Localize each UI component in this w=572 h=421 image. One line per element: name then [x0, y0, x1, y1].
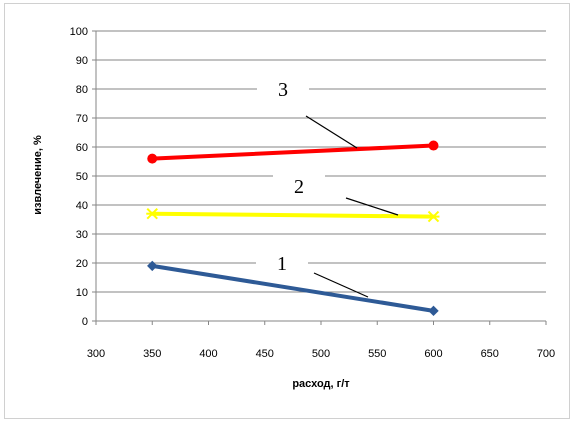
data-point-series-2 — [427, 210, 440, 223]
leader-line-3 — [305, 115, 358, 149]
data-point-series-3 — [428, 140, 439, 151]
axes: 0 10 20 30 40 50 60 70 80 90 100 300 350 400 450 500 550… — [70, 26, 556, 360]
annotations: 3 2 1 — [256, 76, 399, 298]
curve-label-3: 3 — [278, 79, 288, 101]
y-tick-label: 90 — [76, 55, 88, 67]
y-tick-label: 20 — [76, 258, 88, 270]
y-tick-label: 70 — [76, 113, 88, 125]
x-tick-label: 350 — [143, 348, 161, 360]
y-tick-label: 0 — [82, 316, 88, 328]
y-tick-label: 30 — [76, 229, 88, 241]
data-point-series-1 — [147, 260, 158, 272]
leader-line-2 — [345, 197, 399, 216]
gridlines — [96, 30, 546, 293]
x-tick-label: 500 — [312, 348, 330, 360]
y-tick-label: 100 — [70, 26, 88, 38]
y-axis-title: извлечение, % — [32, 135, 44, 215]
chart-frame — [4, 3, 570, 419]
annotation-background — [256, 250, 308, 276]
y-tick-label: 10 — [76, 287, 88, 299]
x-axis-title: расход, г/т — [292, 378, 350, 390]
annotation-background — [257, 76, 309, 102]
annotation-background — [273, 173, 325, 199]
y-tick-label: 40 — [76, 200, 88, 212]
y-tick-label: 80 — [76, 84, 88, 96]
x-tick-label: 550 — [368, 348, 386, 360]
x-tick-label: 650 — [481, 348, 499, 360]
data-point-series-2 — [146, 207, 159, 220]
x-tick-label: 600 — [424, 348, 442, 360]
data-point-series-3 — [147, 153, 158, 164]
series-line-1 — [150, 263, 436, 313]
leader-line-1 — [313, 272, 369, 298]
curve-label-2: 2 — [294, 176, 304, 198]
x-tick-label: 450 — [256, 348, 274, 360]
curve-label-1: 1 — [277, 253, 287, 275]
data-point-series-1 — [428, 305, 439, 317]
series-line-2 — [150, 211, 436, 219]
y-tick-label: 50 — [76, 171, 88, 183]
x-tick-label: 700 — [537, 348, 555, 360]
x-tick-label: 300 — [87, 348, 105, 360]
series-line-3 — [150, 143, 436, 161]
x-tick-label: 400 — [199, 348, 217, 360]
y-tick-label: 60 — [76, 142, 88, 154]
series — [146, 140, 440, 317]
